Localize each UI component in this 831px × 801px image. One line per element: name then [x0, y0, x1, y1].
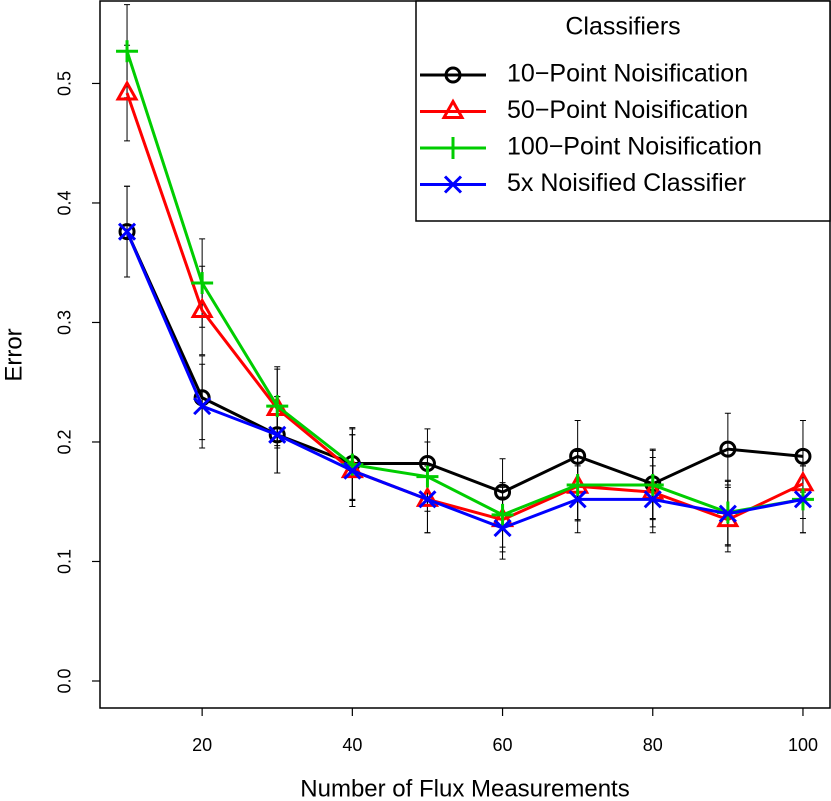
data-point — [268, 425, 287, 444]
series-line — [125, 231, 804, 494]
data-point — [491, 503, 514, 526]
legend-label: 5x Noisified Classifier — [507, 169, 746, 197]
y-tick-label: 0.1 — [55, 549, 75, 574]
data-point — [117, 222, 137, 241]
data-point — [118, 223, 136, 241]
data-point — [719, 440, 737, 458]
data-point — [566, 474, 589, 497]
data-point — [190, 297, 214, 319]
data-point — [266, 395, 289, 418]
x-tick-label: 80 — [643, 735, 663, 755]
x-tick-label: 20 — [192, 735, 212, 755]
data-point — [115, 79, 139, 101]
data-point — [191, 272, 214, 295]
x-axis-label: Number of Flux Measurements — [300, 775, 629, 801]
data-point — [343, 461, 362, 480]
x-tick-label: 100 — [788, 735, 818, 755]
legend-label: 50−Point Noisification — [507, 96, 748, 124]
data-point — [418, 490, 437, 509]
data-point — [569, 447, 587, 465]
data-point — [268, 426, 286, 444]
data-point — [494, 483, 512, 501]
data-point — [641, 474, 664, 497]
x-tick-label: 60 — [493, 735, 513, 755]
y-tick-label: 0.4 — [55, 190, 75, 215]
legend-marker — [442, 137, 464, 159]
y-tick-label: 0.2 — [55, 429, 75, 454]
legend-marker — [443, 175, 463, 194]
data-point — [193, 397, 212, 416]
series-line — [125, 231, 804, 530]
legend-marker — [444, 66, 462, 84]
legend-label: 100−Point Noisification — [507, 133, 762, 161]
data-point — [568, 490, 587, 509]
data-point — [793, 490, 813, 509]
data-point — [116, 40, 139, 63]
series-line — [125, 50, 804, 517]
data-point — [493, 518, 512, 538]
data-point — [718, 504, 737, 523]
y-tick-label: 0.0 — [55, 668, 75, 693]
data-point — [643, 490, 662, 509]
legend-title: Classifiers — [565, 13, 680, 41]
y-tick-label: 0.3 — [55, 310, 75, 335]
y-tick-label: 0.5 — [55, 71, 75, 96]
y-axis-label: Error — [0, 328, 27, 381]
data-point — [794, 447, 812, 465]
legend-marker — [441, 98, 465, 119]
data-point — [416, 465, 439, 488]
legend-label: 10−Point Noisification — [507, 60, 748, 88]
x-tick-label: 40 — [342, 735, 362, 755]
